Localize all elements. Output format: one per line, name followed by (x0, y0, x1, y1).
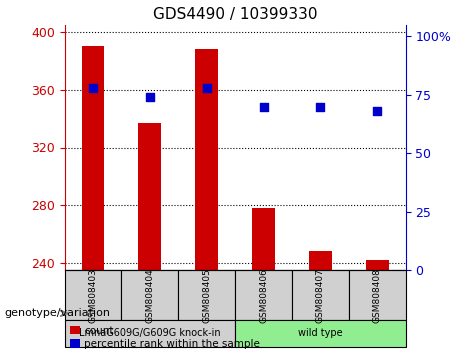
FancyBboxPatch shape (292, 270, 349, 320)
Text: GSM808404: GSM808404 (145, 268, 154, 323)
FancyBboxPatch shape (235, 320, 406, 347)
FancyBboxPatch shape (65, 320, 235, 347)
Text: LmnaG609G/G609G knock-in: LmnaG609G/G609G knock-in (79, 329, 221, 338)
FancyBboxPatch shape (121, 270, 178, 320)
Text: GSM808405: GSM808405 (202, 268, 211, 323)
Bar (309, 251, 332, 270)
Point (146, 95, 154, 100)
Legend: count, percentile rank within the sample: count, percentile rank within the sample (70, 326, 260, 349)
Bar (138, 123, 161, 270)
Text: GSM808403: GSM808403 (89, 268, 97, 323)
FancyBboxPatch shape (65, 270, 121, 320)
Text: GSM808407: GSM808407 (316, 268, 325, 323)
Bar (366, 260, 389, 270)
FancyBboxPatch shape (235, 270, 292, 320)
Point (89, 85, 97, 91)
Text: wild type: wild type (298, 329, 343, 338)
Point (317, 104, 324, 109)
Title: GDS4490 / 10399330: GDS4490 / 10399330 (153, 7, 317, 22)
Text: GSM808406: GSM808406 (259, 268, 268, 323)
Bar (82, 46, 104, 270)
FancyBboxPatch shape (349, 270, 406, 320)
Text: genotype/variation: genotype/variation (5, 308, 111, 318)
Point (260, 104, 267, 109)
Text: GSM808408: GSM808408 (373, 268, 382, 323)
Bar (252, 208, 275, 270)
FancyBboxPatch shape (178, 270, 235, 320)
Point (203, 85, 210, 91)
Bar (195, 49, 218, 270)
Point (373, 108, 381, 114)
